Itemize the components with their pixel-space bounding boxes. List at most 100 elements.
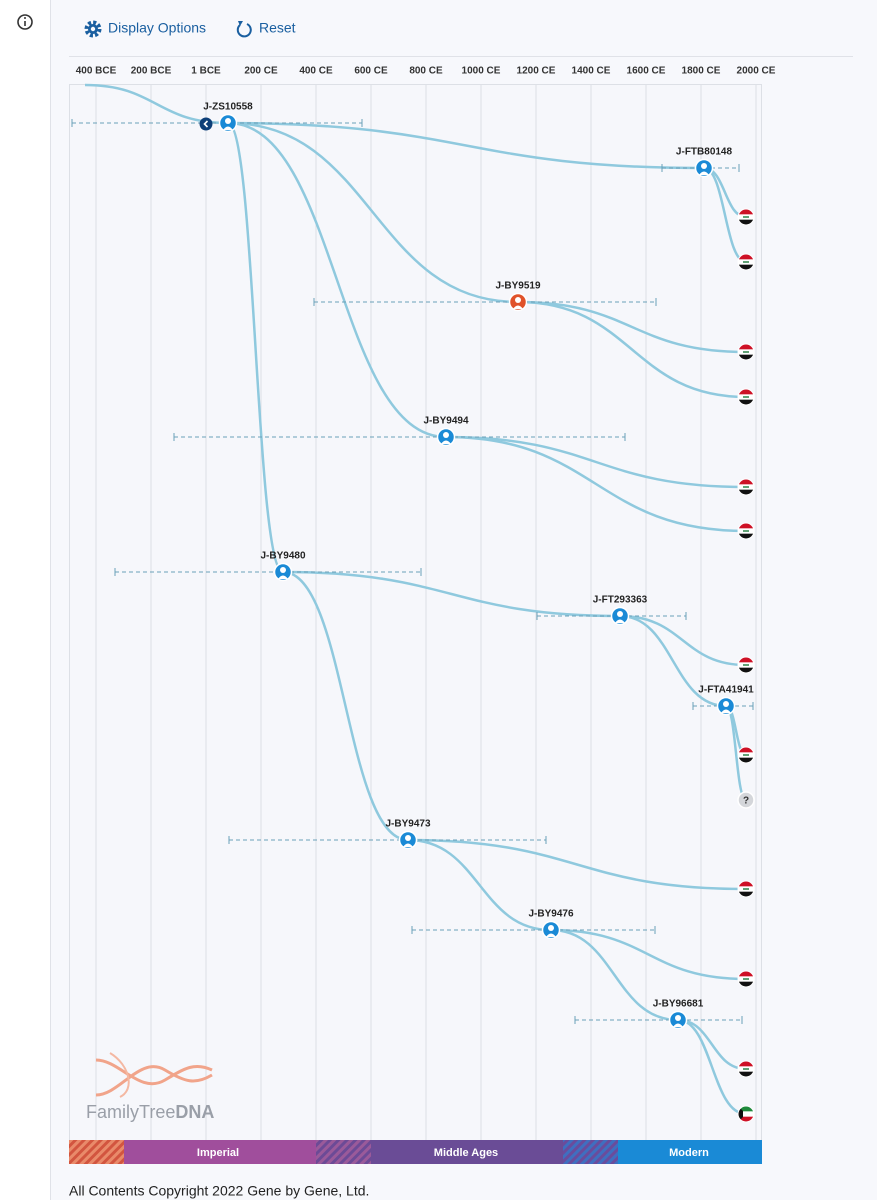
country-flag	[738, 479, 754, 496]
info-icon[interactable]	[17, 14, 33, 30]
flag-stripe	[738, 254, 754, 260]
node-body	[699, 171, 709, 175]
axis-label: 1800 CE	[682, 66, 721, 77]
edge	[619, 614, 727, 708]
flag-stripe	[738, 1111, 754, 1117]
flag-border	[737, 253, 755, 271]
edge	[282, 570, 409, 842]
flag-stripe	[738, 344, 754, 350]
edge	[282, 570, 621, 618]
edge	[677, 1018, 747, 1116]
node-label: J-FTA41941	[698, 685, 754, 696]
flag-border	[737, 656, 755, 674]
axis-label: 1400 CE	[572, 66, 611, 77]
edge	[517, 300, 747, 399]
node-body	[673, 1023, 683, 1027]
country-flag	[738, 209, 754, 226]
axis-label: 1 BCE	[191, 66, 221, 77]
tree-node[interactable]: J-BY9476	[528, 909, 574, 940]
edge	[227, 121, 284, 574]
flag-emblem	[743, 978, 749, 980]
node-label: J-BY9494	[423, 416, 468, 427]
flag-stripe	[738, 1116, 754, 1123]
node-label: J-BY9476	[528, 909, 573, 920]
flag-border	[737, 746, 755, 764]
axis-label: 400 CE	[299, 66, 333, 77]
edge	[445, 435, 747, 533]
country-flag	[738, 523, 754, 540]
country-flag	[738, 881, 754, 898]
footer: All Contents Copyright 2022 Gene by Gene…	[69, 1183, 369, 1199]
flag-border	[737, 1060, 755, 1078]
node-body	[615, 619, 625, 623]
node-body	[546, 933, 556, 937]
button-label: Display Options	[108, 20, 206, 36]
flag-border	[737, 208, 755, 226]
flag-emblem	[743, 216, 749, 218]
node-head	[548, 925, 554, 931]
unknown-label: ?	[743, 796, 749, 807]
flag-stripe	[738, 219, 754, 226]
edge	[227, 121, 519, 304]
axis-label: 400 BCE	[76, 66, 117, 77]
era-label: Imperial	[197, 1147, 239, 1159]
flag-emblem	[743, 888, 749, 890]
tree-node[interactable]: J-FT293363	[593, 595, 648, 626]
flag-stripe	[738, 264, 754, 271]
tree-node[interactable]: J-FTA41941	[698, 685, 754, 716]
flag-emblem	[743, 396, 749, 398]
country-flag	[738, 1061, 754, 1078]
flag-stripe	[738, 747, 754, 753]
tree-node[interactable]: J-BY9480	[260, 551, 306, 582]
flag-border	[737, 1105, 755, 1123]
edge	[550, 928, 747, 981]
node-body	[278, 575, 288, 579]
edge	[407, 838, 552, 932]
era-label: Modern	[669, 1147, 709, 1159]
flag-border	[737, 970, 755, 988]
edge	[619, 614, 747, 667]
flag-stripe	[738, 667, 754, 674]
tree-node[interactable]: J-FTB80148	[676, 147, 733, 178]
node-label: J-FTB80148	[676, 147, 733, 158]
country-flag	[738, 747, 754, 764]
flag-emblem	[743, 261, 749, 263]
flag-stripe	[738, 523, 754, 529]
logo: FamilyTreeDNA	[86, 1052, 214, 1122]
edge	[445, 435, 747, 489]
logo-brand: FamilyTreeDNA	[86, 1102, 214, 1122]
tree-node[interactable]: J-ZS10558	[203, 102, 253, 133]
flag-stripe	[738, 389, 754, 395]
display-options-button[interactable]: Display Options	[84, 20, 207, 38]
flag-stripe	[738, 479, 754, 485]
node-body	[223, 126, 233, 130]
tree-node[interactable]: J-BY9473	[385, 819, 431, 850]
node-head	[405, 835, 411, 841]
edge	[227, 121, 705, 170]
node-head	[443, 432, 449, 438]
flag-stripe	[738, 209, 754, 215]
tree-node[interactable]: J-BY96681	[653, 999, 704, 1030]
button-label: Reset	[259, 20, 296, 36]
tree-node[interactable]: J-BY9519	[495, 281, 541, 312]
tree-node[interactable]: J-BY9494	[423, 416, 469, 447]
node-head	[617, 611, 623, 617]
reset-button[interactable]: Reset	[236, 20, 296, 38]
flag-border	[737, 388, 755, 406]
flag-stripe	[738, 657, 754, 663]
nodes: J-ZS10558 J-FTB80148 J-BY9519 J-BY9494 J-BY9…	[199, 102, 755, 1123]
edge	[550, 928, 679, 1022]
edge	[517, 300, 747, 354]
flag-stripe	[738, 1061, 754, 1067]
axis-label: 600 CE	[354, 66, 388, 77]
node-label: J-BY9480	[260, 551, 305, 562]
node-label: J-ZS10558	[203, 102, 253, 113]
flag-stripe	[738, 881, 754, 887]
node-body	[403, 843, 413, 847]
axis-label: 200 BCE	[131, 66, 172, 77]
country-flag	[738, 344, 754, 361]
chart-area	[69, 84, 762, 1141]
country-flag	[738, 971, 754, 988]
